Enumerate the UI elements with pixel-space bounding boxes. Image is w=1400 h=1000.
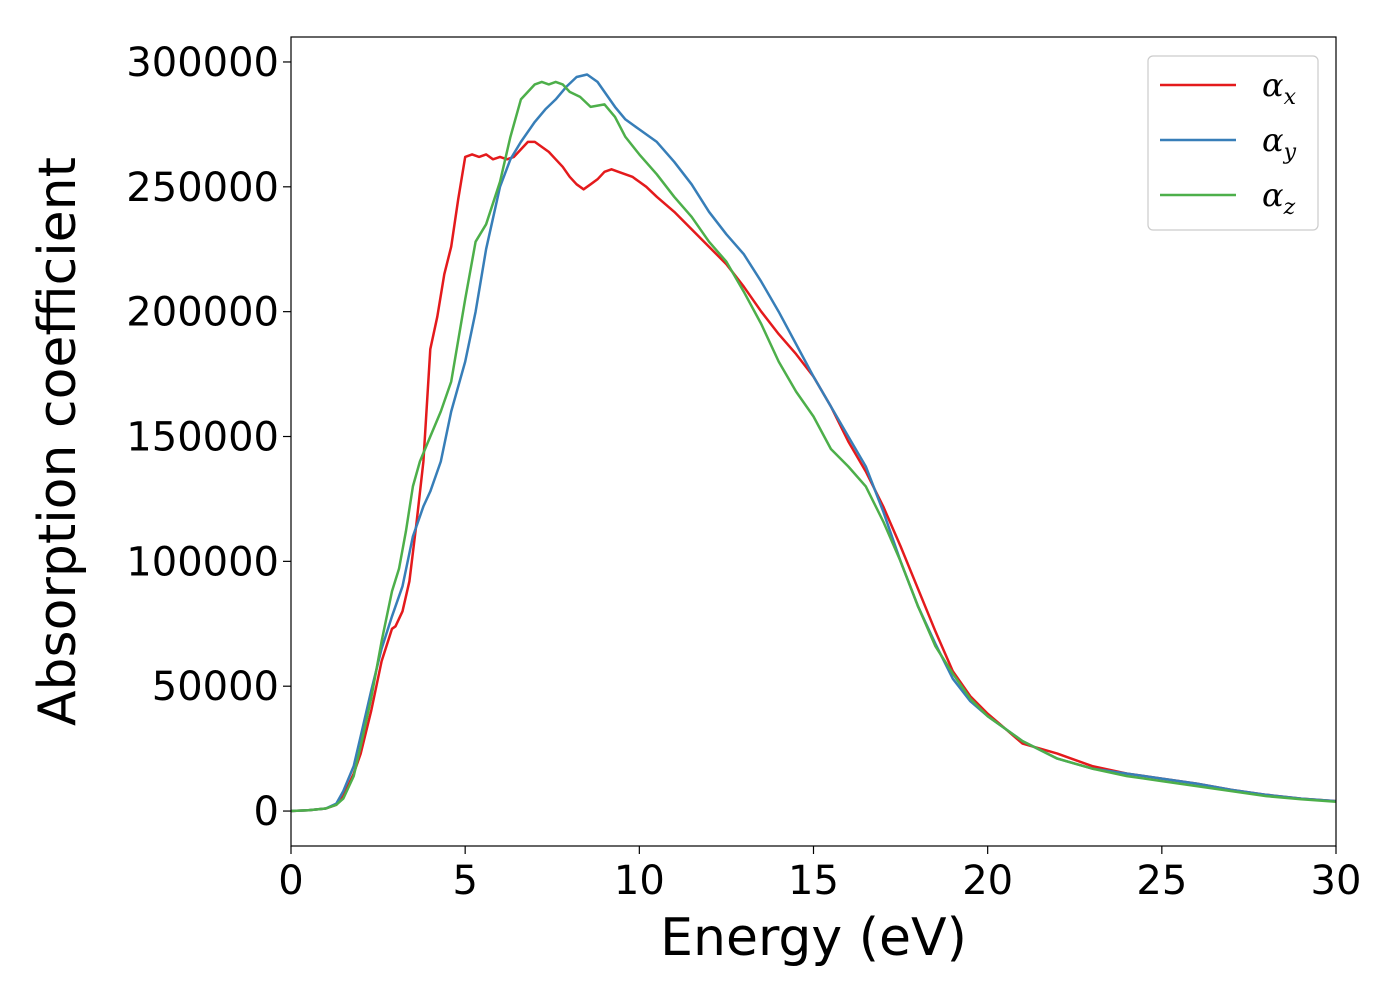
y-tick-label: 150000 — [126, 415, 279, 461]
y-axis-ticks: 0 50000 100000 150000 200000 250000 300000 — [126, 40, 291, 835]
x-axis-title: Energy (eV) — [660, 908, 967, 968]
y-axis-title: Absorption coefficient — [28, 157, 88, 726]
legend-box — [1147, 55, 1319, 231]
y-tick-label: 300000 — [126, 40, 279, 86]
legend-label-x: αx — [1262, 66, 1297, 110]
y-tick-label: 250000 — [126, 165, 279, 211]
y-tick-label: 50000 — [152, 664, 279, 710]
y-tick-label: 200000 — [126, 290, 279, 336]
legend-label-y: αy — [1262, 121, 1297, 165]
y-tick-label: 0 — [254, 789, 279, 835]
x-tick-label: 5 — [452, 858, 477, 904]
x-tick-label: 0 — [278, 858, 303, 904]
legend-label-z: αz — [1262, 176, 1296, 220]
series-layer — [291, 73, 1336, 813]
x-axis-ticks: 0 5 10 15 20 25 30 — [278, 846, 1361, 904]
series-line-z — [291, 80, 1336, 813]
x-tick-label: 30 — [1311, 858, 1362, 904]
x-tick-label: 10 — [614, 858, 665, 904]
x-tick-label: 20 — [962, 858, 1013, 904]
y-tick-label: 100000 — [126, 539, 279, 585]
x-tick-label: 25 — [1136, 858, 1187, 904]
legend: αx αy αz — [1147, 55, 1319, 231]
x-tick-label: 15 — [788, 858, 839, 904]
